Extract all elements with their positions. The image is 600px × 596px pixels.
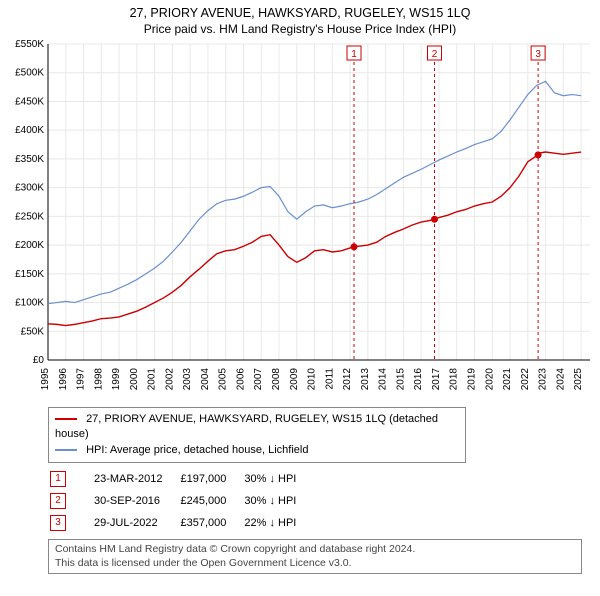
svg-text:1997: 1997: [76, 368, 87, 391]
svg-text:2010: 2010: [307, 368, 318, 391]
table-row: 1 23-MAR-2012 £197,000 30% ↓ HPI: [50, 469, 312, 489]
svg-text:£500K: £500K: [15, 68, 44, 79]
marker-badge-2: 2: [50, 493, 66, 509]
footer-line-2: This data is licensed under the Open Gov…: [55, 556, 575, 570]
svg-text:2024: 2024: [555, 368, 566, 391]
marker-badge-1: 1: [50, 471, 66, 487]
svg-text:£300K: £300K: [15, 183, 44, 194]
legend-label-property: 27, PRIORY AVENUE, HAWKSYARD, RUGELEY, W…: [55, 413, 438, 440]
svg-text:1996: 1996: [58, 368, 69, 391]
svg-text:2015: 2015: [395, 368, 406, 391]
svg-text:£50K: £50K: [21, 326, 45, 337]
svg-text:2003: 2003: [182, 368, 193, 391]
svg-text:2019: 2019: [466, 368, 477, 391]
table-row: 2 30-SEP-2016 £245,000 30% ↓ HPI: [50, 491, 312, 511]
svg-text:2025: 2025: [573, 368, 584, 391]
sale-price: £357,000: [180, 513, 242, 533]
svg-text:2002: 2002: [164, 368, 175, 391]
svg-text:2020: 2020: [484, 368, 495, 391]
svg-text:1995: 1995: [40, 368, 51, 391]
sale-date: 29-JUL-2022: [94, 513, 178, 533]
chart-container: 27, PRIORY AVENUE, HAWKSYARD, RUGELEY, W…: [0, 6, 600, 596]
svg-text:2008: 2008: [271, 368, 282, 391]
svg-text:£200K: £200K: [15, 240, 44, 251]
sales-table: 1 23-MAR-2012 £197,000 30% ↓ HPI 2 30-SE…: [48, 467, 314, 535]
legend-item-hpi: HPI: Average price, detached house, Lich…: [55, 443, 459, 458]
svg-text:2000: 2000: [129, 368, 140, 391]
svg-text:2016: 2016: [413, 368, 424, 391]
svg-text:1998: 1998: [93, 368, 104, 391]
sale-price: £197,000: [180, 469, 242, 489]
legend-swatch-hpi: [55, 449, 77, 451]
legend-label-hpi: HPI: Average price, detached house, Lich…: [86, 444, 308, 456]
svg-text:2007: 2007: [253, 368, 264, 391]
sale-diff: 30% ↓ HPI: [244, 491, 312, 511]
sale-diff: 22% ↓ HPI: [244, 513, 312, 533]
svg-text:2005: 2005: [218, 368, 229, 391]
sale-price: £245,000: [180, 491, 242, 511]
svg-text:£250K: £250K: [15, 211, 44, 222]
svg-text:£150K: £150K: [15, 269, 44, 280]
svg-text:2018: 2018: [449, 368, 460, 391]
sale-date: 30-SEP-2016: [94, 491, 178, 511]
svg-text:2001: 2001: [147, 368, 158, 391]
svg-text:2012: 2012: [342, 368, 353, 391]
svg-text:2014: 2014: [378, 368, 389, 391]
svg-text:£550K: £550K: [15, 40, 44, 50]
chart-title: 27, PRIORY AVENUE, HAWKSYARD, RUGELEY, W…: [0, 6, 600, 20]
svg-text:£100K: £100K: [15, 298, 44, 309]
svg-text:2004: 2004: [200, 368, 211, 391]
svg-text:2017: 2017: [431, 368, 442, 391]
svg-text:£400K: £400K: [15, 125, 44, 136]
legend-item-property: 27, PRIORY AVENUE, HAWKSYARD, RUGELEY, W…: [55, 412, 459, 443]
svg-text:£0: £0: [33, 355, 45, 366]
svg-text:2021: 2021: [502, 368, 513, 391]
footer-line-1: Contains HM Land Registry data © Crown c…: [55, 542, 575, 556]
svg-text:2006: 2006: [235, 368, 246, 391]
svg-text:2022: 2022: [520, 368, 531, 391]
svg-text:£350K: £350K: [15, 154, 44, 165]
legend: 27, PRIORY AVENUE, HAWKSYARD, RUGELEY, W…: [48, 407, 466, 463]
sale-diff: 30% ↓ HPI: [244, 469, 312, 489]
svg-text:2023: 2023: [538, 368, 549, 391]
svg-text:2011: 2011: [324, 368, 335, 390]
svg-text:3: 3: [535, 49, 541, 60]
svg-text:1999: 1999: [111, 368, 122, 391]
svg-text:2013: 2013: [360, 368, 371, 391]
price-chart: £0 £50K £100K £150K £200K £250K £300K £350K £400…: [0, 40, 600, 400]
marker-badge-3: 3: [50, 515, 66, 531]
svg-text:1: 1: [351, 49, 357, 60]
legend-swatch-property: [55, 418, 77, 420]
attribution-footer: Contains HM Land Registry data © Crown c…: [48, 539, 582, 573]
table-row: 3 29-JUL-2022 £357,000 22% ↓ HPI: [50, 513, 312, 533]
sale-date: 23-MAR-2012: [94, 469, 178, 489]
svg-text:£450K: £450K: [15, 96, 44, 107]
svg-text:2: 2: [432, 49, 438, 60]
svg-text:2009: 2009: [289, 368, 300, 391]
chart-subtitle: Price paid vs. HM Land Registry's House …: [0, 22, 600, 36]
